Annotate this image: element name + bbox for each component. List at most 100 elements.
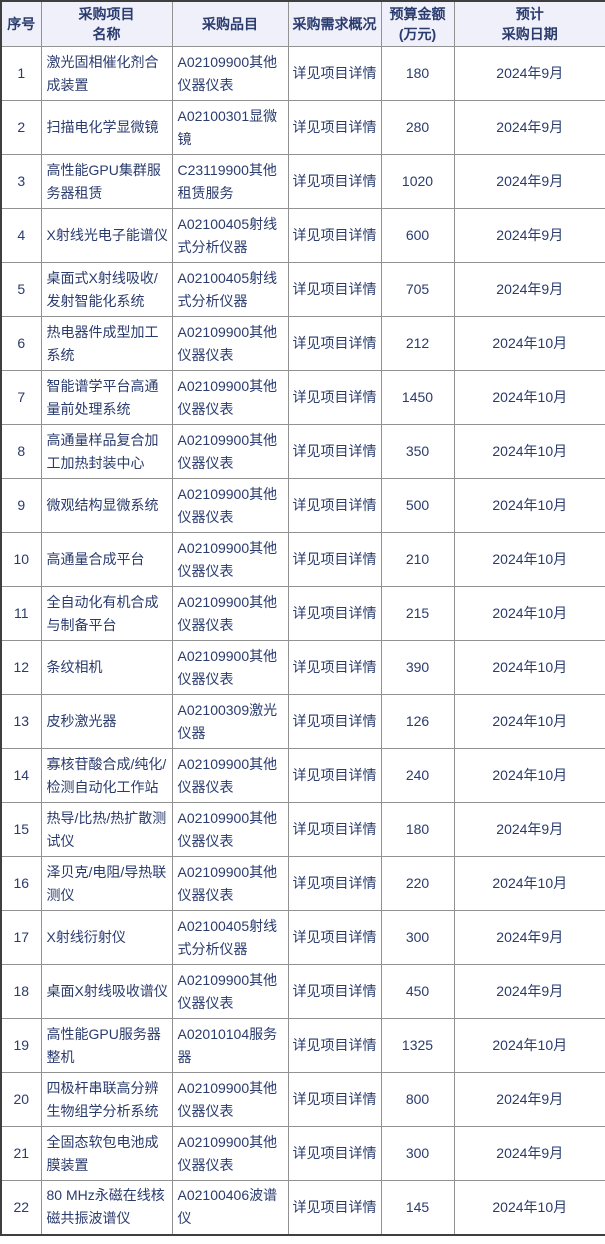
cell-name: 桌面式X射线吸收/发射智能化系统	[40, 262, 173, 317]
table-row: 1 激光固相催化剂合成装置 A02109900其他仪器仪表 详见项目详情 180 2024…	[0, 46, 605, 101]
cell-item: A02100405射线式分析仪器	[171, 208, 289, 263]
table-row: 7 智能谱学平台高通量前处理系统 A02109900其他仪器仪表 详见项目详情 1450…	[0, 370, 605, 425]
cell-name: 高通量样品复合加工加热封装中心	[40, 424, 173, 479]
table-row: 5 桌面式X射线吸收/发射智能化系统 A02100405射线式分析仪器 详见项目详情 7…	[0, 262, 605, 317]
cell-budget: 145	[380, 1180, 455, 1235]
table-row: 11 全自动化有机合成与制备平台 A02109900其他仪器仪表 详见项目详情 215 2…	[0, 586, 605, 641]
cell-item: A02109900其他仪器仪表	[171, 802, 289, 857]
cell-item: A02109900其他仪器仪表	[171, 748, 289, 803]
cell-demand: 详见项目详情	[287, 100, 382, 155]
cell-budget: 180	[380, 46, 455, 101]
cell-date: 2024年9月	[453, 964, 605, 1019]
cell-budget: 800	[380, 1072, 455, 1127]
cell-budget: 300	[380, 1126, 455, 1181]
cell-seq: 11	[0, 586, 42, 641]
cell-name: 高性能GPU集群服务器租赁	[40, 154, 173, 209]
cell-budget: 300	[380, 910, 455, 965]
cell-budget: 1325	[380, 1018, 455, 1073]
cell-date: 2024年10月	[453, 1018, 605, 1073]
table-row: 19 高性能GPU服务器整机 A02010104服务器 详见项目详情 1325 2024年…	[0, 1018, 605, 1073]
cell-seq: 20	[0, 1072, 42, 1127]
cell-budget: 350	[380, 424, 455, 479]
table-row: 12 条纹相机 A02109900其他仪器仪表 详见项目详情 390 2024年10月	[0, 640, 605, 695]
cell-date: 2024年9月	[453, 46, 605, 101]
cell-item: A02100405射线式分析仪器	[171, 910, 289, 965]
cell-name: 高性能GPU服务器整机	[40, 1018, 173, 1073]
table-row: 18 桌面X射线吸收谱仪 A02109900其他仪器仪表 详见项目详情 450 2024年…	[0, 964, 605, 1019]
cell-date: 2024年10月	[453, 532, 605, 587]
cell-demand: 详见项目详情	[287, 316, 382, 371]
cell-item: A02100301显微镜	[171, 100, 289, 155]
cell-budget: 180	[380, 802, 455, 857]
cell-date: 2024年9月	[453, 100, 605, 155]
cell-item: A02100406波谱仪	[171, 1180, 289, 1235]
cell-date: 2024年10月	[453, 856, 605, 911]
cell-date: 2024年10月	[453, 1180, 605, 1235]
cell-seq: 10	[0, 532, 42, 587]
cell-name: 桌面X射线吸收谱仪	[40, 964, 173, 1019]
cell-budget: 705	[380, 262, 455, 317]
header-row: 序号 采购项目 名称 采购品目 采购需求概况 预算金额 (万元) 预计 采购日期	[0, 0, 605, 47]
cell-name: 寡核苷酸合成/纯化/检测自动化工作站	[40, 748, 173, 803]
column-header-seq: 序号	[0, 0, 42, 47]
cell-budget: 450	[380, 964, 455, 1019]
cell-date: 2024年9月	[453, 1126, 605, 1181]
cell-date: 2024年10月	[453, 694, 605, 749]
cell-date: 2024年9月	[453, 1072, 605, 1127]
cell-demand: 详见项目详情	[287, 154, 382, 209]
cell-name: 热导/比热/热扩散测试仪	[40, 802, 173, 857]
cell-budget: 1450	[380, 370, 455, 425]
cell-name: X射线光电子能谱仪	[40, 208, 173, 263]
cell-demand: 详见项目详情	[287, 370, 382, 425]
cell-budget: 500	[380, 478, 455, 533]
cell-seq: 19	[0, 1018, 42, 1073]
cell-date: 2024年9月	[453, 802, 605, 857]
cell-seq: 17	[0, 910, 42, 965]
cell-seq: 1	[0, 46, 42, 101]
cell-demand: 详见项目详情	[287, 1180, 382, 1235]
cell-budget: 210	[380, 532, 455, 587]
cell-seq: 8	[0, 424, 42, 479]
cell-demand: 详见项目详情	[287, 46, 382, 101]
cell-item: A02109900其他仪器仪表	[171, 856, 289, 911]
table-row: 3 高性能GPU集群服务器租赁 C23119900其他租赁服务 详见项目详情 1020 2…	[0, 154, 605, 209]
cell-seq: 15	[0, 802, 42, 857]
cell-demand: 详见项目详情	[287, 910, 382, 965]
cell-item: A02109900其他仪器仪表	[171, 424, 289, 479]
cell-seq: 12	[0, 640, 42, 695]
table-row: 8 高通量样品复合加工加热封装中心 A02109900其他仪器仪表 详见项目详情 350…	[0, 424, 605, 479]
cell-date: 2024年10月	[453, 316, 605, 371]
cell-budget: 1020	[380, 154, 455, 209]
cell-demand: 详见项目详情	[287, 586, 382, 641]
cell-item: A02109900其他仪器仪表	[171, 640, 289, 695]
table-row: 20 四极杆串联高分辨生物组学分析系统 A02109900其他仪器仪表 详见项目详情 8…	[0, 1072, 605, 1127]
cell-name: 全固态软包电池成膜装置	[40, 1126, 173, 1181]
cell-seq: 6	[0, 316, 42, 371]
table-row: 17 X射线衍射仪 A02100405射线式分析仪器 详见项目详情 300 2024年9月	[0, 910, 605, 965]
cell-name: 条纹相机	[40, 640, 173, 695]
cell-demand: 详见项目详情	[287, 964, 382, 1019]
cell-demand: 详见项目详情	[287, 748, 382, 803]
cell-date: 2024年9月	[453, 910, 605, 965]
column-header-budget: 预算金额 (万元)	[380, 0, 455, 47]
cell-item: A02109900其他仪器仪表	[171, 316, 289, 371]
cell-item: A02109900其他仪器仪表	[171, 46, 289, 101]
column-header-demand: 采购需求概况	[287, 0, 382, 47]
cell-seq: 22	[0, 1180, 42, 1235]
cell-date: 2024年10月	[453, 478, 605, 533]
cell-seq: 16	[0, 856, 42, 911]
cell-date: 2024年10月	[453, 586, 605, 641]
cell-budget: 240	[380, 748, 455, 803]
table-row: 13 皮秒激光器 A02100309激光仪器 详见项目详情 126 2024年10月	[0, 694, 605, 749]
cell-seq: 3	[0, 154, 42, 209]
cell-item: C23119900其他租赁服务	[171, 154, 289, 209]
cell-budget: 126	[380, 694, 455, 749]
table-row: 4 X射线光电子能谱仪 A02100405射线式分析仪器 详见项目详情 600 2024年…	[0, 208, 605, 263]
cell-seq: 4	[0, 208, 42, 263]
table-row: 9 微观结构显微系统 A02109900其他仪器仪表 详见项目详情 500 2024年10…	[0, 478, 605, 533]
cell-date: 2024年9月	[453, 208, 605, 263]
table-row: 16 泽贝克/电阻/导热联测仪 A02109900其他仪器仪表 详见项目详情 220 20…	[0, 856, 605, 911]
cell-item: A02100309激光仪器	[171, 694, 289, 749]
cell-item: A02109900其他仪器仪表	[171, 532, 289, 587]
cell-item: A02109900其他仪器仪表	[171, 478, 289, 533]
